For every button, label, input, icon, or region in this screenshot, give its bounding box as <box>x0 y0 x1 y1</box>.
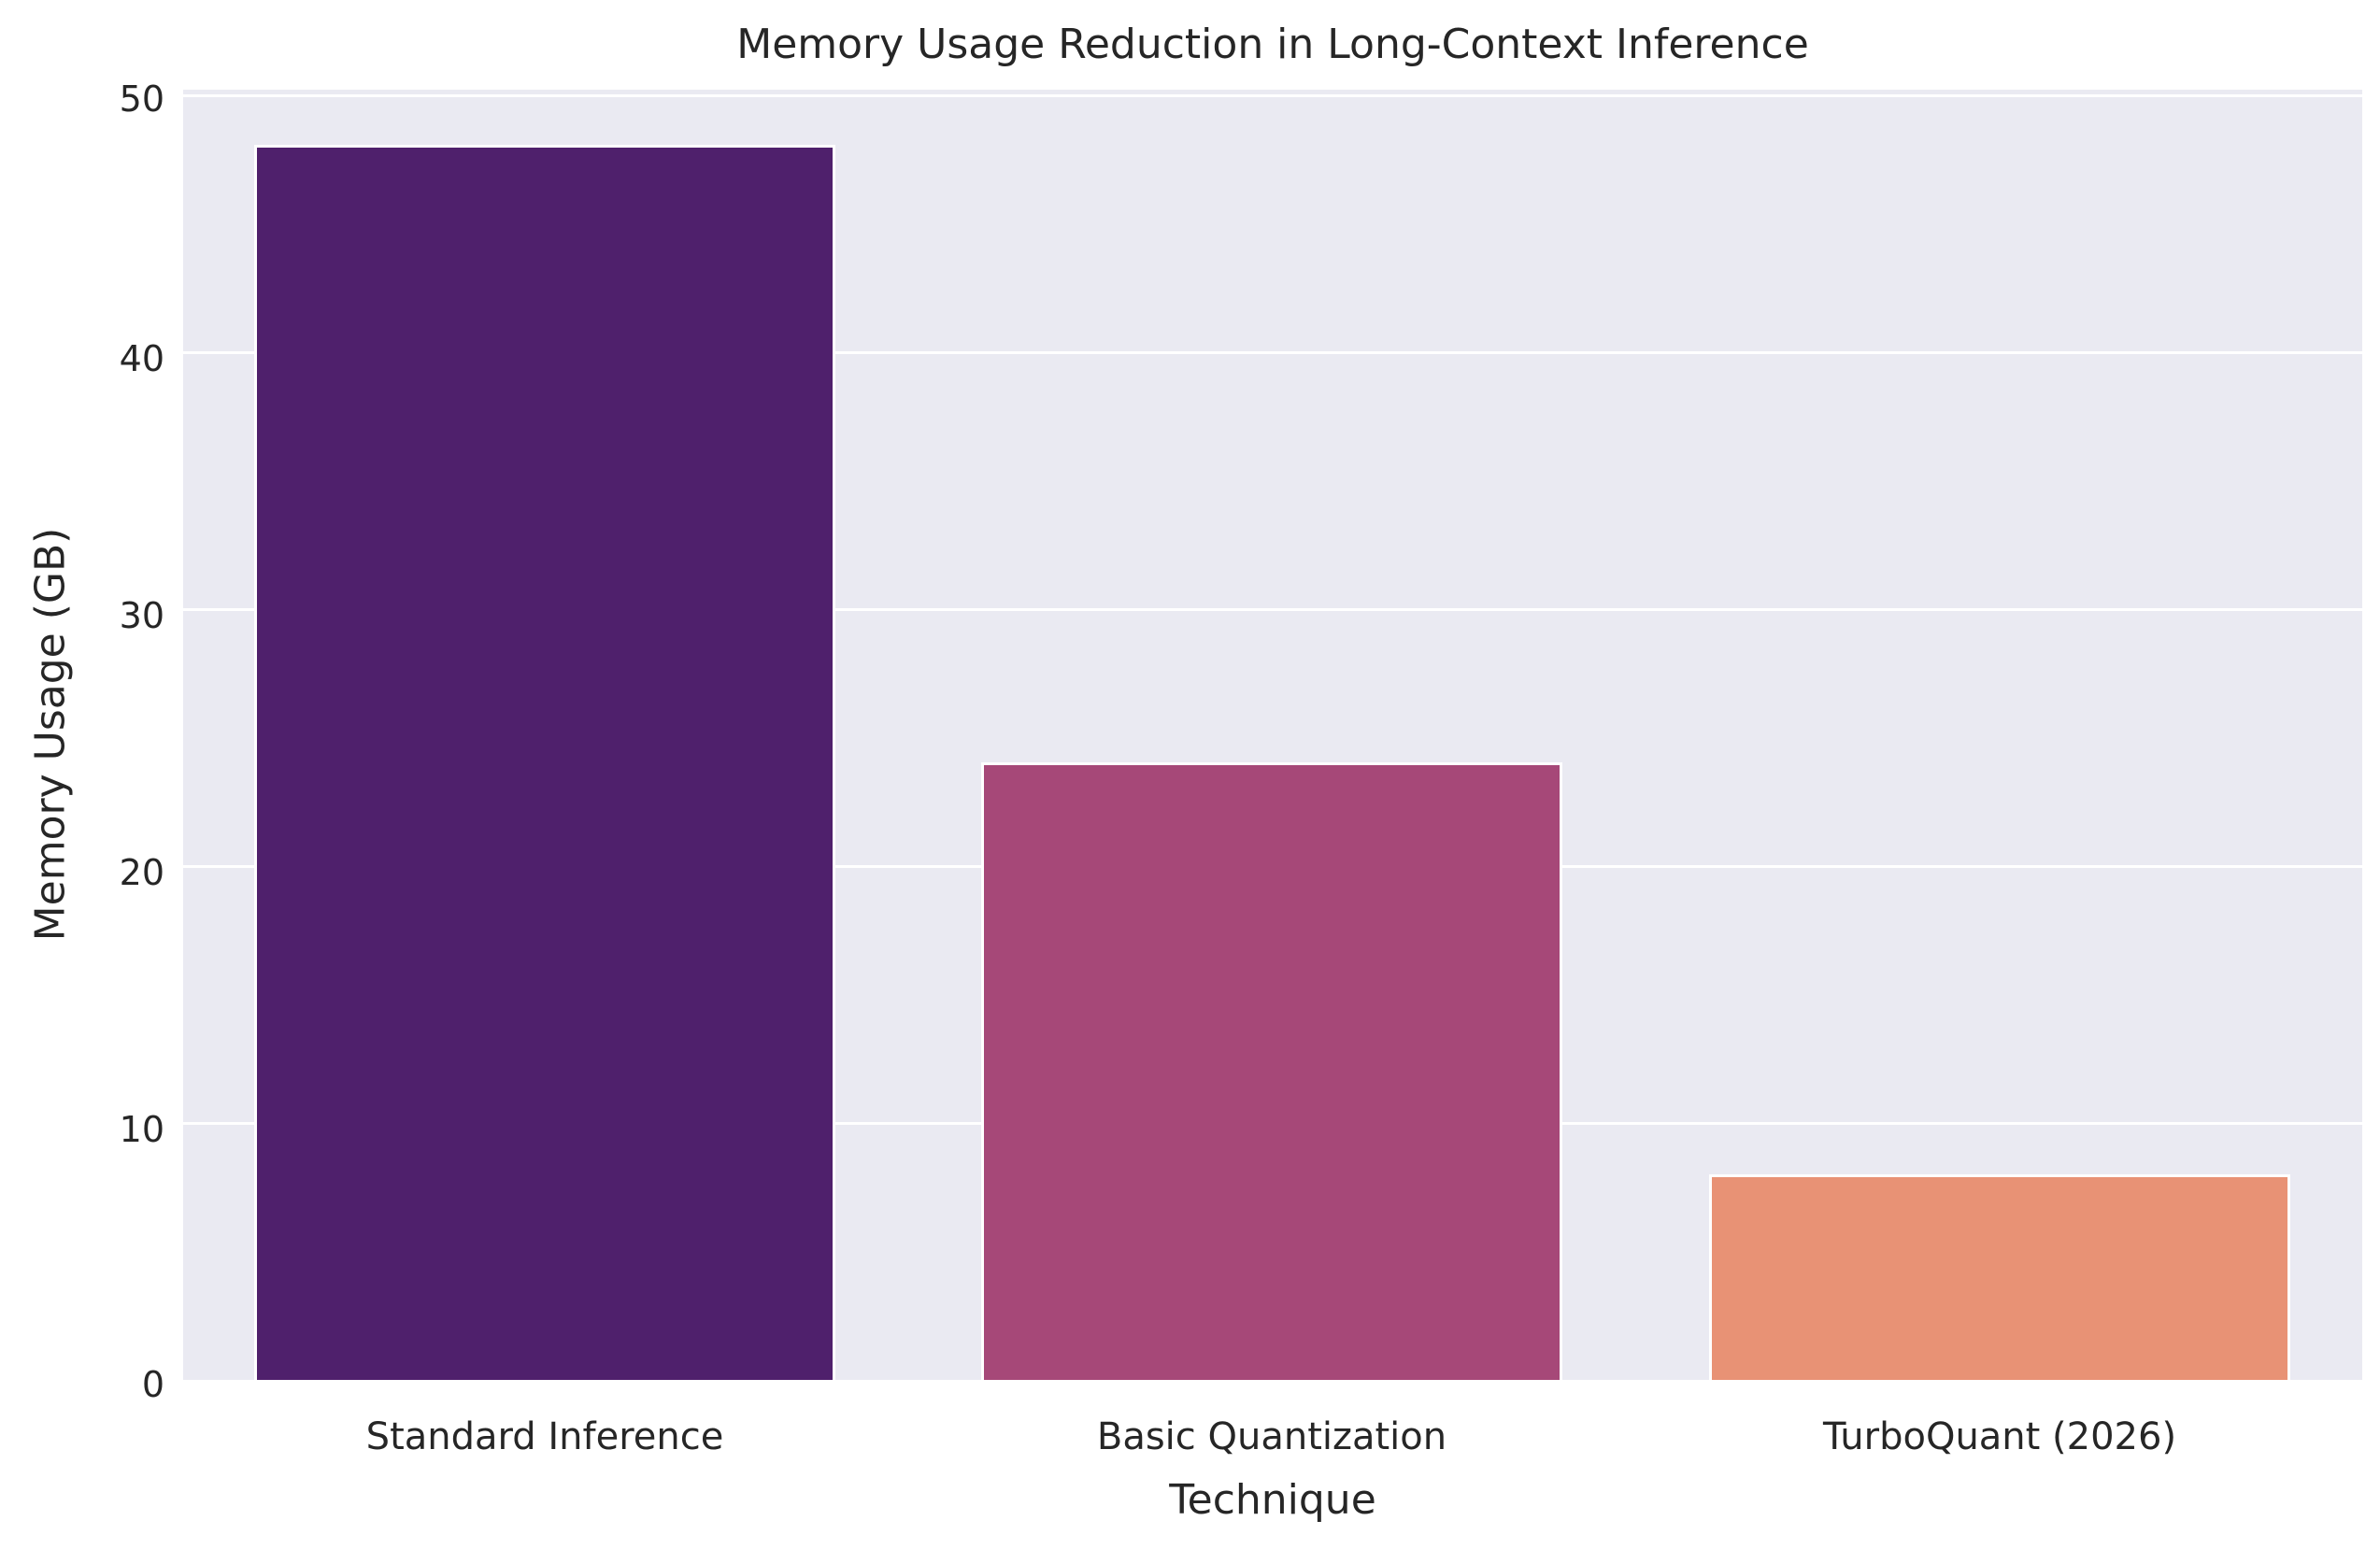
y-tick-label: 10 <box>119 1109 164 1150</box>
y-tick-label: 50 <box>119 78 164 120</box>
gridline-30 <box>183 608 2362 611</box>
bar-turboquant <box>1709 1174 2290 1380</box>
plot-area <box>183 90 2362 1380</box>
y-tick-label: 20 <box>119 852 164 893</box>
y-tick-label: 30 <box>119 595 164 636</box>
y-tick-label: 0 <box>141 1364 164 1405</box>
gridline-50 <box>183 94 2362 97</box>
y-tick-label: 40 <box>119 338 164 379</box>
x-tick-label: Basic Quantization <box>1096 1415 1447 1458</box>
x-tick-label: TurboQuant (2026) <box>1822 1415 2177 1458</box>
x-axis-label: Technique <box>1169 1476 1376 1524</box>
bar-basic-quantization <box>981 762 1562 1380</box>
gridline-40 <box>183 351 2362 354</box>
chart-title: Memory Usage Reduction in Long-Context I… <box>736 21 1809 68</box>
y-axis-label: Memory Usage (GB) <box>26 527 75 942</box>
bar-standard-inference <box>254 145 835 1380</box>
x-tick-label: Standard Inference <box>365 1415 724 1458</box>
